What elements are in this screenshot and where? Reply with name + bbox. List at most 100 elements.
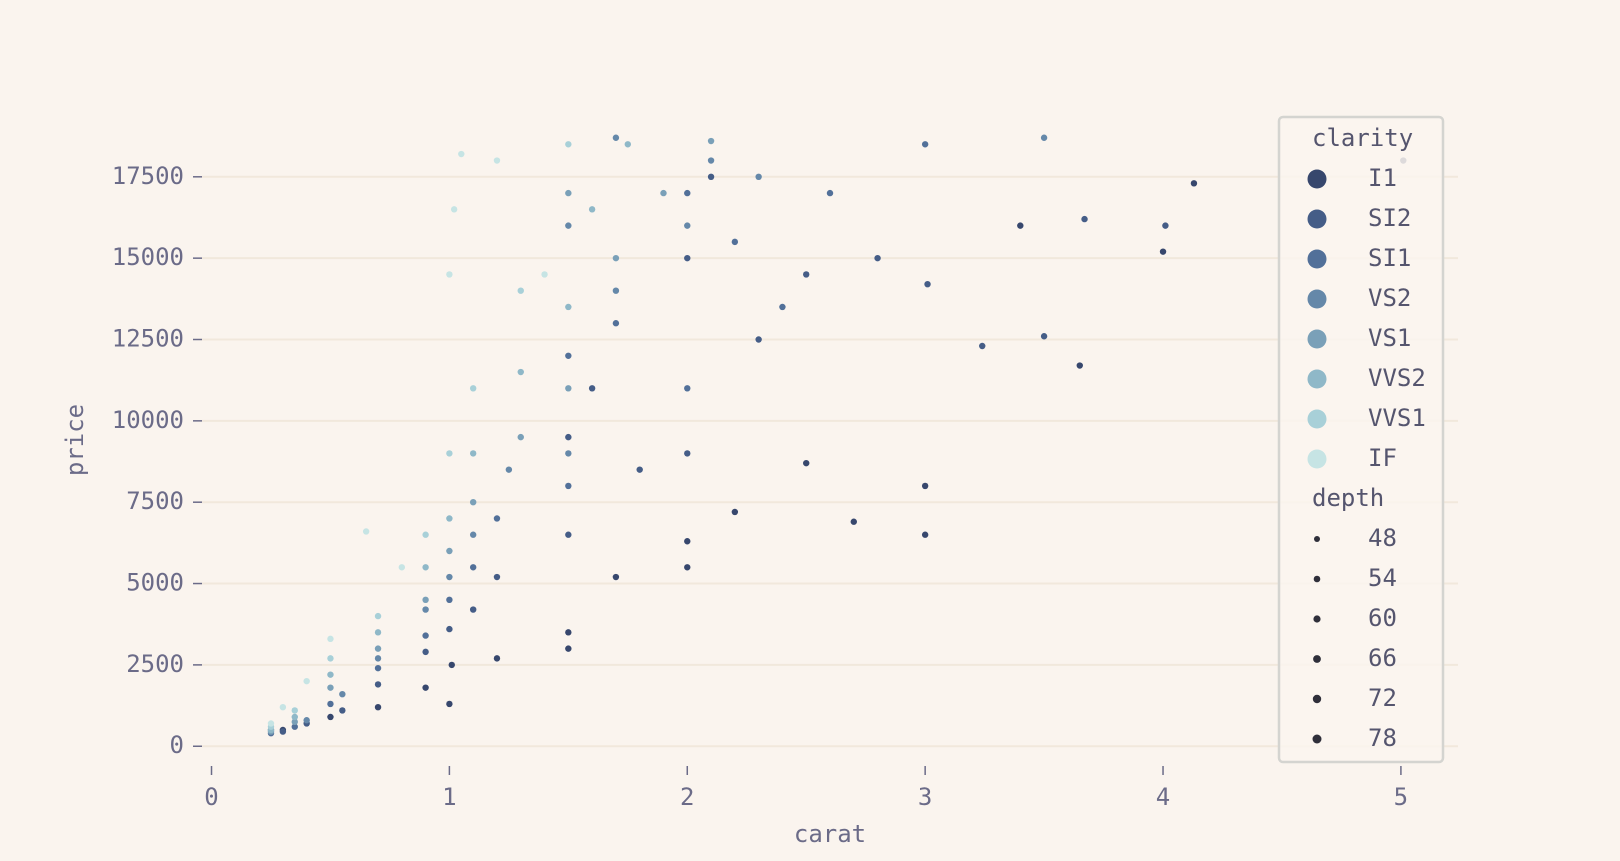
- legend-swatch: [1307, 369, 1327, 389]
- point: [1190, 180, 1198, 187]
- point: [565, 482, 572, 490]
- point: [924, 280, 931, 288]
- x-tick-label: 5: [1394, 783, 1408, 811]
- legend-label: I1: [1368, 164, 1397, 192]
- point: [624, 141, 632, 148]
- x-tick-label: 3: [918, 783, 932, 811]
- grid: 0 2500 5000 7500 10000 12500 15000 17500 0 1 2 3 4 5: [112, 162, 1458, 811]
- y-tick-label: 17500: [112, 162, 184, 190]
- point: [291, 713, 298, 721]
- point: [374, 681, 382, 688]
- point: [448, 661, 455, 669]
- point: [565, 531, 572, 538]
- point: [374, 645, 382, 652]
- legend-box: [1277, 115, 1445, 764]
- legend-swatch: [1307, 449, 1327, 469]
- point: [291, 707, 298, 714]
- point: [493, 157, 501, 164]
- point: [374, 612, 382, 620]
- point: [291, 718, 298, 726]
- point: [1040, 333, 1048, 340]
- point: [1076, 362, 1083, 369]
- point: [469, 450, 477, 457]
- points: [267, 134, 1407, 737]
- point: [469, 606, 477, 613]
- point: [565, 352, 572, 359]
- legend-swatch: [1307, 209, 1327, 229]
- point: [565, 222, 572, 229]
- point: [636, 466, 643, 473]
- legend-label: SI2: [1368, 204, 1411, 232]
- point: [684, 538, 691, 545]
- point: [565, 141, 572, 148]
- size-swatch: [1312, 694, 1322, 704]
- legend-label: VS1: [1368, 324, 1411, 352]
- point: [339, 707, 346, 714]
- point: [469, 498, 477, 506]
- point: [874, 254, 881, 262]
- legend-swatch: [1307, 249, 1327, 269]
- point: [374, 655, 382, 662]
- legend-swatch: [1307, 409, 1327, 429]
- point: [565, 433, 572, 441]
- point: [327, 671, 334, 678]
- point: [517, 287, 524, 294]
- y-axis-label: price: [61, 404, 89, 476]
- point: [469, 385, 477, 392]
- y-tick-label: 7500: [126, 487, 184, 515]
- point: [1081, 215, 1088, 223]
- point: [422, 648, 429, 656]
- size-swatch: [1313, 575, 1321, 583]
- size-swatch: [1314, 536, 1320, 542]
- size-label: 72: [1368, 684, 1397, 712]
- point: [446, 515, 453, 522]
- point: [803, 271, 810, 278]
- point: [707, 137, 715, 145]
- point: [612, 573, 620, 581]
- point: [660, 189, 667, 197]
- point: [517, 433, 524, 441]
- point: [588, 385, 596, 392]
- point: [422, 596, 429, 604]
- point: [517, 368, 524, 376]
- legend-label: SI1: [1368, 244, 1411, 272]
- point: [327, 655, 334, 662]
- point: [374, 703, 382, 711]
- point: [327, 684, 334, 691]
- point: [684, 385, 691, 392]
- point: [422, 564, 429, 571]
- legend: clarity I1 SI2 SI1 VS2 VS1 VVS2 VVS1 IF depth 48 54…: [1277, 115, 1445, 764]
- point: [921, 141, 929, 148]
- point: [707, 157, 715, 164]
- size-label: 48: [1368, 524, 1397, 552]
- point: [422, 684, 429, 691]
- point: [707, 173, 715, 181]
- legend-label: VVS1: [1368, 404, 1426, 432]
- point: [469, 564, 477, 571]
- point: [446, 450, 453, 457]
- point: [446, 625, 453, 633]
- y-tick-label: 12500: [112, 325, 184, 353]
- point: [565, 450, 572, 457]
- point: [279, 703, 287, 711]
- y-tick-label: 15000: [112, 243, 184, 271]
- point: [612, 254, 620, 262]
- point: [612, 320, 620, 327]
- point: [446, 596, 453, 604]
- point: [1159, 248, 1167, 255]
- point: [755, 173, 762, 181]
- size-label: 54: [1368, 564, 1397, 592]
- point: [458, 150, 465, 158]
- legend-swatch: [1307, 169, 1327, 189]
- point: [422, 632, 429, 639]
- point: [339, 690, 346, 698]
- point: [279, 728, 287, 735]
- size-legend-title: depth: [1312, 484, 1384, 512]
- point: [731, 508, 739, 516]
- point: [327, 700, 334, 708]
- point: [469, 531, 477, 538]
- point: [565, 303, 572, 311]
- point: [779, 303, 786, 311]
- point: [541, 271, 548, 278]
- point: [921, 531, 929, 538]
